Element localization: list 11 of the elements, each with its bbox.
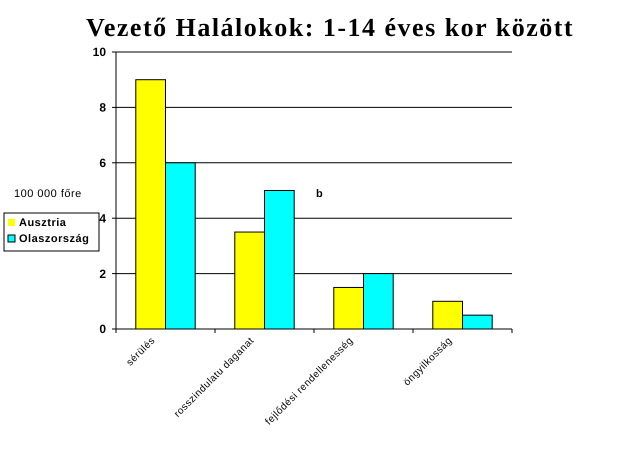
chart-title: Vezető Halálokok: 1-14 éves kor között	[86, 13, 574, 42]
y-tick-label: 2	[99, 266, 106, 281]
y-tick-label: 0	[99, 322, 106, 336]
legend-label: Olaszország	[19, 233, 90, 245]
annotation: b	[316, 188, 323, 200]
y-tick-label: 6	[99, 156, 106, 170]
y-tick-label: 10	[92, 45, 106, 60]
y-tick-label: 8	[99, 100, 106, 115]
legend-label: Ausztria	[19, 217, 67, 229]
y-tick-label: 4	[99, 211, 106, 226]
y-axis-title: 100 000 főre	[14, 188, 82, 200]
